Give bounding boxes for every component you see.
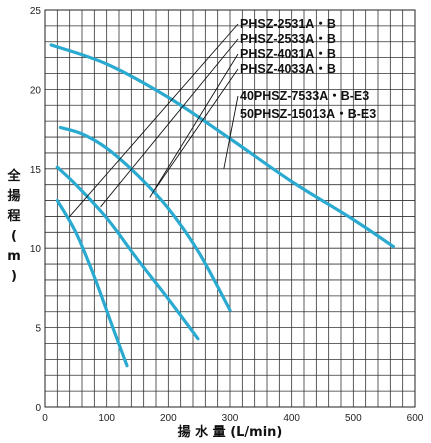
- y-tick-labels: 0 5 10 15 20 25: [30, 6, 42, 414]
- y-axis-label-char: (: [11, 229, 17, 244]
- y-tick-label: 25: [30, 6, 42, 17]
- y-axis-label-char: m: [7, 249, 21, 264]
- x-axis-label: 揚 水 量 (L/min): [178, 424, 283, 440]
- leader-line: [100, 38, 239, 208]
- leader-line: [223, 95, 239, 169]
- series-line: [55, 165, 200, 341]
- x-tick-label: 100: [98, 413, 115, 424]
- leader-line: [155, 68, 239, 189]
- x-tick-labels: 0 100 200 300 400 500 600: [42, 413, 424, 424]
- legend-labels: PHSZ-2531A・BPHSZ-2533A・BPHSZ-4031A・BPHSZ…: [240, 17, 376, 121]
- series-line: [55, 198, 129, 368]
- legend-label: PHSZ-2531A・B: [240, 17, 336, 31]
- leader-lines: [69, 23, 239, 217]
- y-axis-label-char: 全: [6, 168, 21, 184]
- plot-frame: [44, 9, 416, 408]
- x-tick-label: 300: [222, 413, 239, 424]
- y-tick-label: 20: [30, 85, 42, 96]
- y-tick-label: 5: [35, 324, 41, 335]
- x-tick-label: 0: [42, 413, 48, 424]
- y-axis-label: 全揚程 ( m): [6, 168, 21, 284]
- legend-label: PHSZ-4033A・B: [240, 62, 336, 76]
- series-line: [58, 125, 232, 312]
- y-tick-label: 15: [30, 165, 42, 176]
- legend-label: PHSZ-2533A・B: [240, 32, 336, 46]
- y-axis-label-char: ): [11, 269, 17, 284]
- grid: [45, 10, 415, 407]
- x-tick-label: 400: [283, 413, 300, 424]
- legend-label: 40PHSZ-7533A・B-E3: [240, 89, 369, 103]
- y-tick-label: 10: [30, 244, 42, 255]
- leader-line: [149, 53, 239, 198]
- y-tick-label: 0: [35, 403, 41, 414]
- x-tick-label: 200: [160, 413, 177, 424]
- x-tick-label: 500: [345, 413, 362, 424]
- legend-label: 50PHSZ-15013A・B-E3: [240, 107, 376, 121]
- y-axis-label-char: 程: [7, 209, 20, 224]
- legend-label: PHSZ-4031A・B: [240, 47, 336, 61]
- x-tick-label: 600: [407, 413, 424, 424]
- y-axis-label-char: 揚: [7, 188, 20, 204]
- leader-line: [69, 23, 239, 217]
